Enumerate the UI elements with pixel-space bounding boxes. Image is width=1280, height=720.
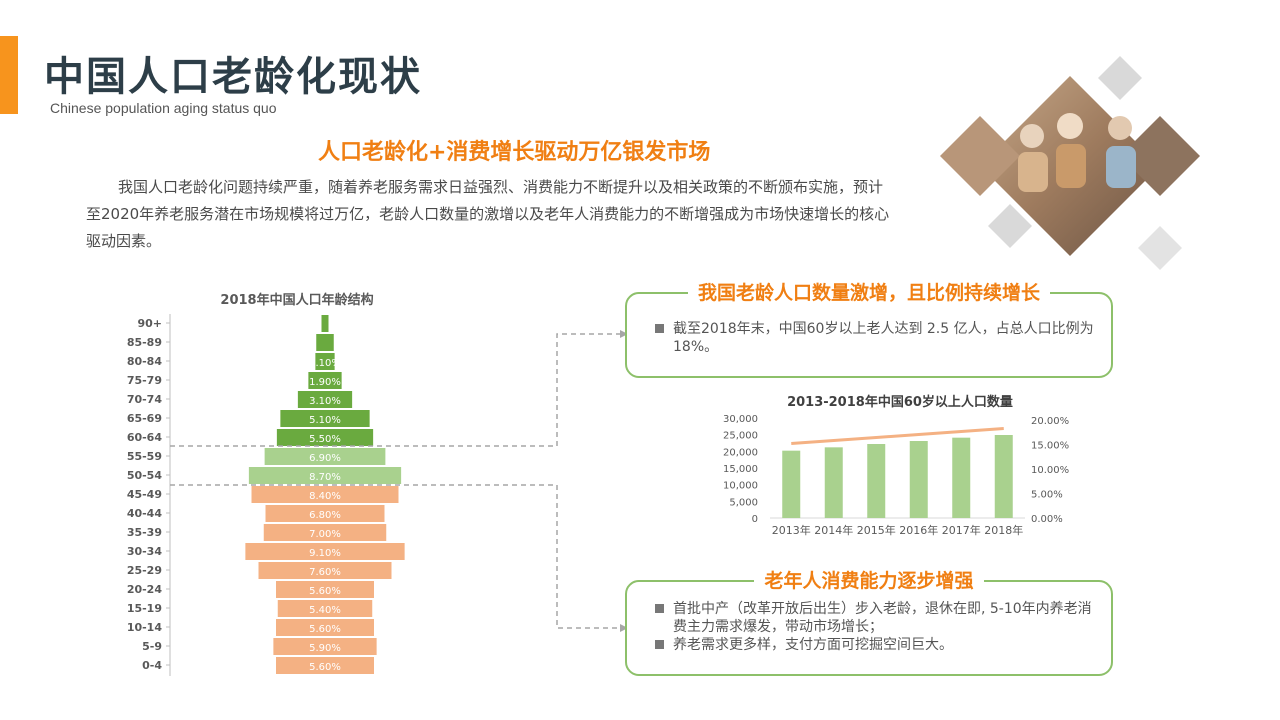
y-tick-label: 15,000 (723, 464, 758, 475)
pyramid-bar (276, 657, 374, 674)
box-title: 我国老龄人口数量激增，且比例持续增长 (687, 282, 1050, 304)
y-tick-label: 25,000 (723, 431, 758, 442)
bar-value-label: 1.10% (309, 358, 341, 369)
bar-value-label: 8.40% (309, 491, 341, 502)
bar-value-label: 3.10% (309, 396, 341, 407)
population-bar (782, 450, 801, 518)
section-headline: 人口老龄化+消费增长驱动万亿银发市场 (318, 140, 711, 165)
age-group-label: 10-14 (127, 621, 163, 634)
gray-diamond (1098, 56, 1142, 100)
bullet-list: 截至2018年末，中国60岁以上老人达到 2.5 亿人，占总人口比例为 18%。 (655, 320, 1101, 356)
box-title: 老年人消费能力逐步增强 (754, 570, 984, 592)
bullet-item: 首批中产（改革开放后出生）步入老龄，退休在即, 5-10年内养老消费主力需求爆发… (655, 600, 1101, 636)
y2-tick-label: 10.00% (1031, 465, 1069, 476)
population-bar (867, 444, 886, 518)
y2-tick-label: 0.00% (1031, 514, 1063, 525)
age-group-label: 50-54 (127, 469, 163, 482)
age-group-label: 30-34 (127, 545, 163, 558)
bar-value-label: 8.70% (309, 472, 341, 483)
age-group-label: 75-79 (127, 374, 162, 387)
photo-diamond-right (1120, 116, 1200, 196)
page-subtitle: Chinese population aging status quo (50, 100, 277, 116)
bar-value-label: 5.60% (309, 586, 341, 597)
x-tick-label: 2014年 (814, 523, 853, 537)
bar-value-label: 5.60% (309, 662, 341, 673)
bar-chart-title: 2013-2018年中国60岁以上人口数量 (787, 394, 1013, 410)
y-tick-label: 10,000 (723, 481, 758, 492)
pyramid-title: 2018年中国人口年龄结构 (220, 292, 373, 308)
population-bar (909, 441, 928, 518)
bar-value-label: 5.60% (309, 624, 341, 635)
age-group-label: 25-29 (127, 564, 162, 577)
age-group-label: 0-4 (142, 659, 162, 672)
population-bar (824, 447, 843, 518)
intro-paragraph: 我国人口老龄化问题持续严重，随着养老服务需求日益强烈、消费能力不断提升以及相关政… (86, 174, 896, 255)
pyramid-bar (248, 467, 402, 484)
age-group-label: 60-64 (127, 431, 163, 444)
pyramid-bar (321, 315, 329, 332)
pyramid-bar (273, 638, 377, 655)
consumption-capacity-box: 老年人消费能力逐步增强 首批中产（改革开放后出生）步入老龄，退休在即, 5-10… (625, 570, 1113, 676)
bar-value-label: 1.90% (309, 377, 341, 388)
x-tick-label: 2017年 (942, 523, 981, 537)
bar-value-label: 7.60% (309, 567, 341, 578)
gray-diamond (1138, 226, 1182, 270)
photo-diamond-left (940, 116, 1020, 196)
age-group-label: 45-49 (127, 488, 162, 501)
bar-value-label: 7.00% (309, 529, 341, 540)
bar-value-label: 6.80% (309, 510, 341, 521)
y2-tick-label: 15.00% (1031, 441, 1069, 452)
gray-diamond (988, 204, 1032, 248)
elderly-people-photo-collage (940, 56, 1200, 270)
age-group-label: 90+ (137, 317, 162, 330)
x-tick-label: 2016年 (899, 523, 938, 537)
population-bar (952, 437, 971, 518)
bullet-item: 养老需求更多样，支付方面可挖掘空间巨大。 (655, 636, 1101, 654)
intro-text: 我国人口老龄化问题持续严重，随着养老服务需求日益强烈、消费能力不断提升以及相关政… (86, 178, 890, 250)
age-group-label: 20-24 (127, 583, 163, 596)
bullet-list: 首批中产（改革开放后出生）步入老龄，退休在即, 5-10年内养老消费主力需求爆发… (655, 600, 1101, 654)
age-group-label: 15-19 (127, 602, 162, 615)
x-tick-label: 2015年 (857, 523, 896, 537)
y-tick-label: 20,000 (723, 447, 758, 458)
ratio-line (791, 427, 1004, 445)
bullet-item: 截至2018年末，中国60岁以上老人达到 2.5 亿人，占总人口比例为 18%。 (655, 320, 1101, 356)
elderly-population-bar-chart: 2013-2018年中国60岁以上人口数量 30,000 25,000 20,000… (723, 394, 1069, 537)
age-group-label: 80-84 (127, 355, 163, 368)
age-group-label: 70-74 (127, 393, 163, 406)
accent-bar (0, 36, 18, 114)
y-tick-label: 30,000 (723, 414, 758, 425)
pyramid-bar (316, 334, 334, 351)
x-tick-label: 2018年 (984, 523, 1023, 537)
x-tick-label: 2013年 (772, 523, 811, 537)
bar-value-label: 6.90% (309, 453, 341, 464)
y-tick-label: 5,000 (729, 497, 758, 508)
bar-value-label: 9.10% (309, 548, 341, 559)
age-group-label: 65-69 (127, 412, 162, 425)
bar-value-label: 5.40% (309, 605, 341, 616)
aging-population-box: 我国老龄人口数量激增，且比例持续增长 截至2018年末，中国60岁以上老人达到 … (625, 282, 1113, 378)
pyramid-bar (264, 448, 386, 465)
y-tick-label: 0 (752, 514, 758, 525)
y2-tick-label: 20.00% (1031, 416, 1069, 427)
age-group-label: 35-39 (127, 526, 162, 539)
bar-value-label: 5.10% (309, 415, 341, 426)
age-group-label: 55-59 (127, 450, 162, 463)
age-group-label: 5-9 (142, 640, 162, 653)
age-structure-pyramid-chart: 2018年中国人口年龄结构 90+ 85-89 80-84 1.10% 75-79 1.9… (127, 292, 405, 676)
age-group-label: 40-44 (127, 507, 163, 520)
bar-value-label: 5.90% (309, 643, 341, 654)
y2-tick-label: 5.00% (1031, 490, 1063, 501)
bar-value-label: 5.50% (309, 434, 341, 445)
page-title: 中国人口老龄化现状 (44, 54, 422, 100)
population-bar (994, 435, 1013, 518)
age-group-label: 85-89 (127, 336, 162, 349)
